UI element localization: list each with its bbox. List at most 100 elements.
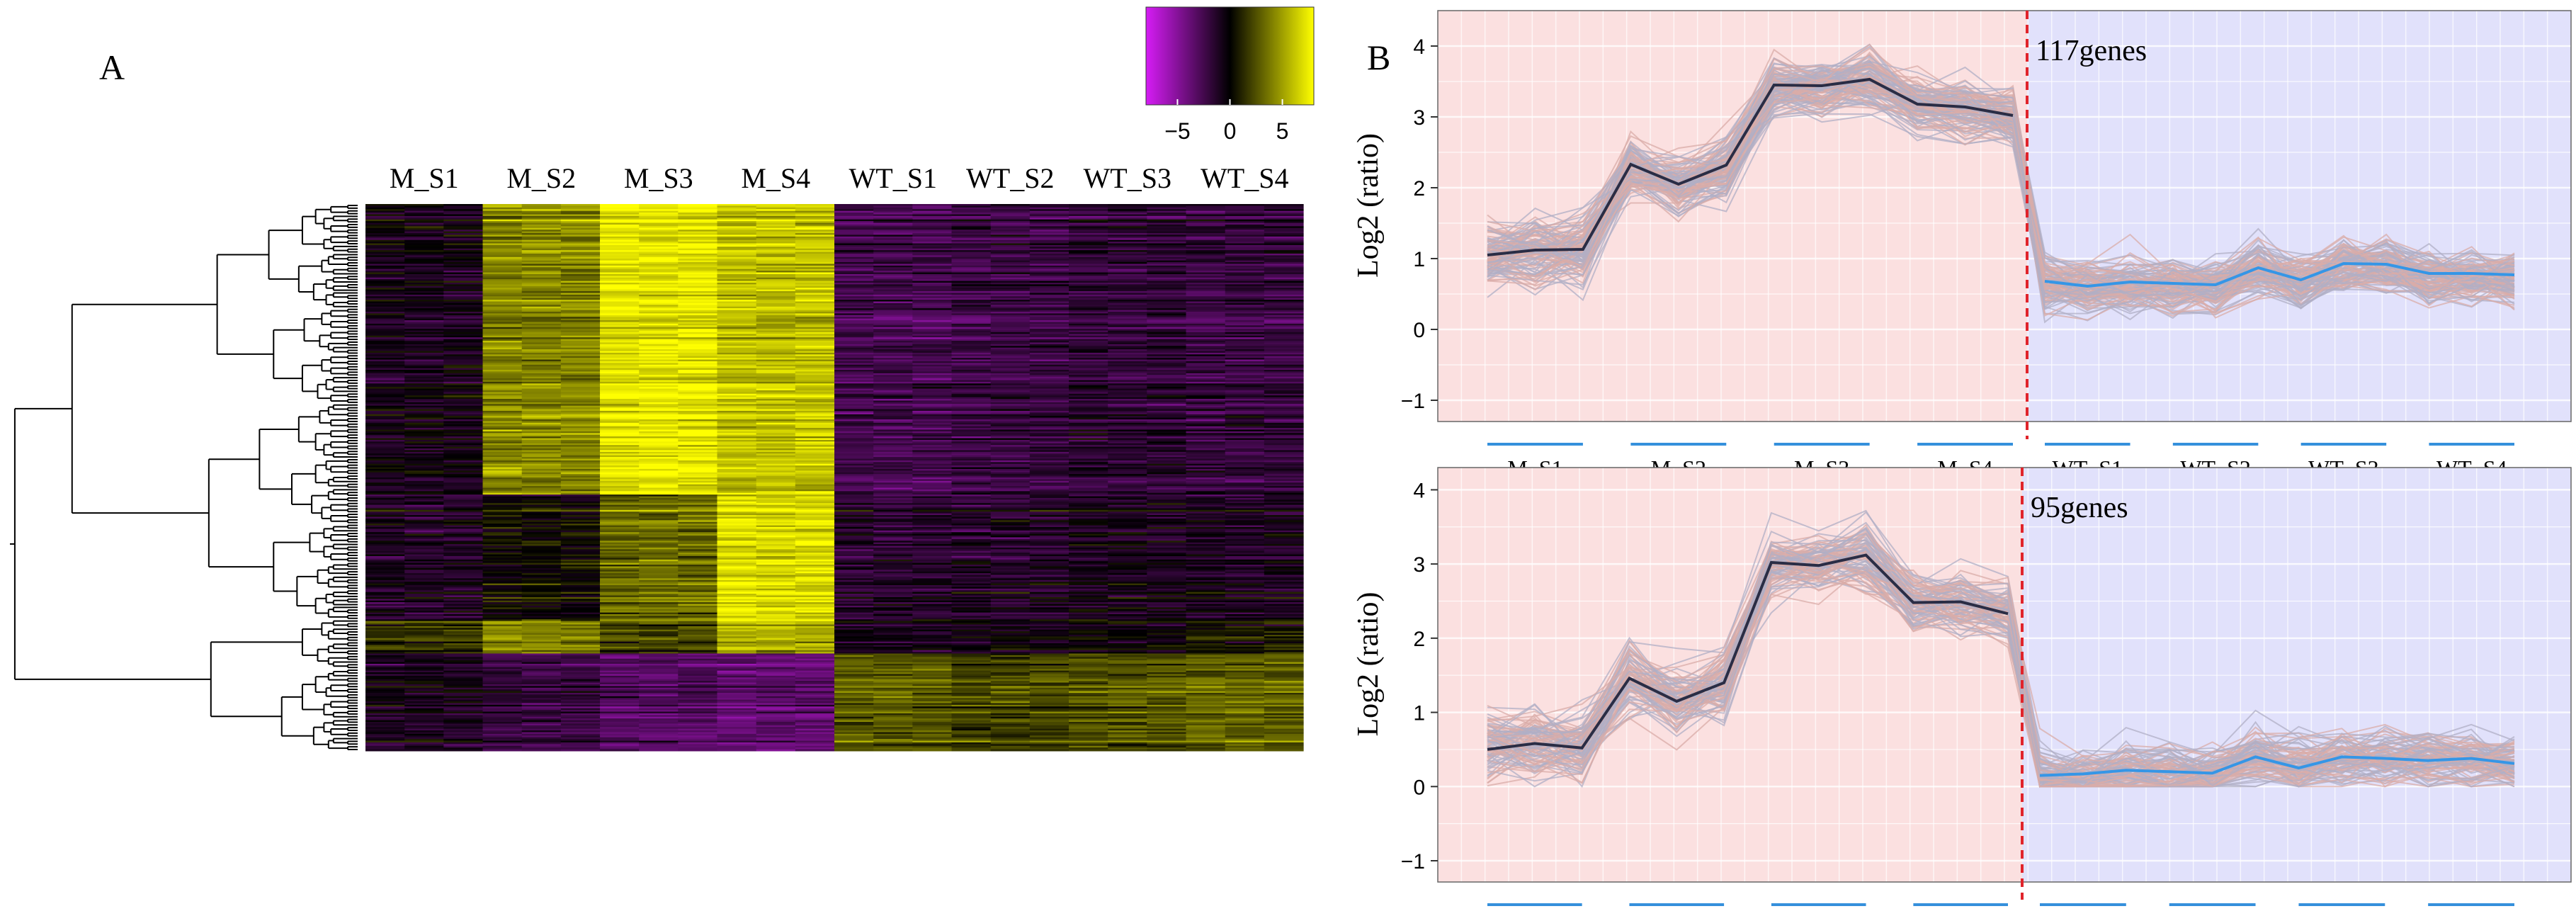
- heatmap-cell: [795, 364, 835, 367]
- heatmap-cell: [1069, 227, 1108, 230]
- heatmap-cell: [1225, 486, 1265, 488]
- heatmap-cell: [560, 359, 601, 362]
- heatmap-cell: [1225, 525, 1265, 528]
- heatmap-cell: [1186, 293, 1226, 295]
- heatmap-cell: [1186, 339, 1226, 341]
- heatmap-cell: [756, 509, 796, 512]
- heatmap-cell: [1147, 492, 1187, 495]
- heatmap-cell: [600, 293, 640, 295]
- heatmap-cell: [521, 335, 562, 338]
- heatmap-cell: [560, 470, 601, 473]
- heatmap-cell: [990, 482, 1031, 485]
- heatmap-cell: [1186, 503, 1226, 506]
- heatmap-cell: [795, 532, 835, 535]
- heatmap-cell: [1225, 238, 1265, 241]
- heatmap-cell: [1264, 547, 1304, 550]
- heatmap-cell: [717, 364, 757, 367]
- heatmap-cell: [1147, 291, 1187, 293]
- heatmap-cell: [756, 323, 796, 326]
- heatmap-cell: [990, 222, 1031, 225]
- heatmap-cell: [1264, 310, 1304, 312]
- heatmap-cell: [834, 255, 874, 258]
- heatmap-cell: [873, 477, 913, 480]
- heatmap-cell: [834, 436, 874, 439]
- heatmap-cell: [873, 475, 913, 478]
- heatmap-cell: [912, 412, 953, 415]
- heatmap-cell: [873, 395, 913, 398]
- heatmap-cell: [1225, 507, 1265, 509]
- heatmap-cell: [678, 541, 718, 543]
- heatmap-cell: [404, 335, 444, 338]
- heatmap-cell: [1225, 351, 1265, 354]
- heatmap-cell: [795, 282, 835, 285]
- heatmap-cell: [873, 542, 913, 545]
- heatmap-cell: [482, 404, 523, 407]
- heatmap-cell: [990, 480, 1031, 483]
- heatmap-cell: [1186, 407, 1226, 409]
- heatmap-cell: [1069, 380, 1108, 383]
- heatmap-cell: [521, 380, 562, 383]
- heatmap-cell: [951, 337, 992, 340]
- heatmap-cell: [1069, 451, 1108, 454]
- heatmap-cell: [365, 460, 405, 463]
- heatmap-cell: [482, 305, 523, 307]
- heatmap-cell: [443, 463, 484, 466]
- heatmap-cell: [678, 537, 718, 540]
- heatmap-cell: [795, 320, 835, 322]
- heatmap-cell: [717, 410, 757, 413]
- heatmap-cell: [873, 337, 913, 340]
- heatmap-cell: [560, 549, 601, 552]
- heatmap-cell: [1264, 293, 1304, 295]
- heatmap-cell: [521, 288, 562, 290]
- heatmap-cell: [1264, 520, 1304, 523]
- heatmap-cell: [639, 470, 679, 473]
- heatmap-cell: [600, 239, 640, 242]
- heatmap-cell: [560, 317, 601, 320]
- heatmap-cell: [1264, 460, 1304, 463]
- heatmap-cell: [1069, 426, 1108, 429]
- heatmap-cell: [834, 482, 874, 485]
- heatmap-cell: [990, 520, 1031, 523]
- heatmap-cell: [1108, 322, 1147, 324]
- heatmap-cell: [1069, 279, 1108, 282]
- heatmap-cell: [1069, 462, 1108, 465]
- heatmap-cell: [1264, 542, 1304, 545]
- heatmap-cell: [756, 224, 796, 227]
- heatmap-cell: [443, 421, 484, 424]
- heatmap-cell: [678, 253, 718, 256]
- heatmap-cell: [560, 291, 601, 293]
- heatmap-cell: [756, 329, 796, 332]
- heatmap-cell: [1108, 521, 1147, 524]
- heatmap-cell: [1225, 337, 1265, 340]
- heatmap-cell: [678, 492, 718, 495]
- heatmap-cell: [951, 214, 992, 217]
- heatmap-cell: [639, 230, 679, 232]
- heatmap-cell: [639, 482, 679, 485]
- heatmap-cell: [560, 381, 601, 384]
- heatmap-cell: [756, 429, 796, 432]
- heatmap-cell: [639, 262, 679, 264]
- heatmap-cell: [873, 300, 913, 302]
- heatmap-cell: [795, 412, 835, 415]
- heatmap-cell: [1108, 239, 1147, 242]
- heatmap-cell: [1147, 419, 1187, 422]
- heatmap-cell: [365, 334, 405, 337]
- heatmap-cell: [600, 224, 640, 227]
- heatmap-cell: [600, 484, 640, 487]
- heatmap-cell: [521, 508, 562, 511]
- heatmap-cell: [1147, 305, 1187, 307]
- heatmap-cell: [756, 468, 796, 471]
- heatmap-cell: [717, 416, 757, 419]
- heatmap-cell: [639, 268, 679, 271]
- heatmap-cell: [1147, 424, 1187, 427]
- heatmap-cell: [951, 265, 992, 268]
- heatmap-cell: [756, 231, 796, 234]
- heatmap-cell: [834, 354, 874, 357]
- heatmap-cell: [1264, 458, 1304, 461]
- heatmap-cell: [717, 392, 757, 395]
- heatmap-cell: [873, 204, 913, 206]
- heatmap-cell: [678, 431, 718, 434]
- heatmap-cell: [404, 323, 444, 326]
- heatmap-cell: [639, 226, 679, 229]
- heatmap-cell: [834, 536, 874, 538]
